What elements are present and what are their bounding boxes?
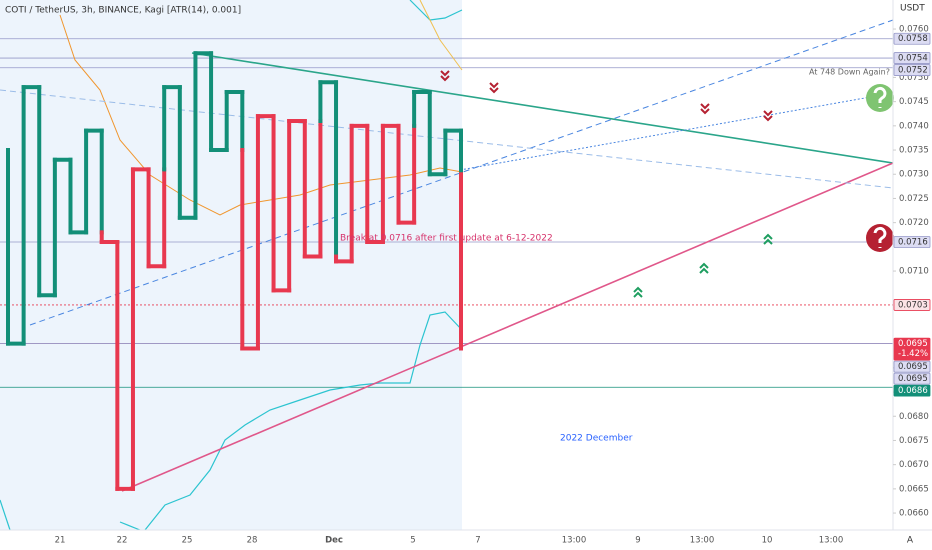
- price-label-box: [893, 32, 931, 45]
- y-tick-label: 0.0665: [899, 484, 929, 494]
- x-tick-label: 5: [410, 536, 415, 546]
- y-tick-label: 0.0660: [899, 509, 929, 519]
- price-label: 0.0695: [898, 362, 928, 372]
- x-tick-label: 13:00: [690, 536, 715, 546]
- x-tick-label: 9: [635, 536, 640, 546]
- x-tick-label: 22: [117, 536, 128, 546]
- y-tick-label: 0.0745: [899, 97, 929, 107]
- x-tick-label: 25: [182, 536, 193, 546]
- y-tick-label: 0.0720: [899, 218, 929, 228]
- x-tick-label: 13:00: [562, 536, 587, 546]
- x-tick-label: 13:00: [819, 536, 844, 546]
- kagi-series: [6, 51, 463, 491]
- y-tick-label: 0.0735: [899, 146, 929, 156]
- price-label-box: [893, 384, 931, 397]
- annotation: 2022 December: [560, 434, 633, 444]
- price-label-box: [893, 337, 931, 361]
- price-label: 0.0752: [898, 66, 928, 76]
- annotation: At 748 Down Again?: [809, 68, 890, 77]
- arrows: [440, 70, 773, 298]
- price-label-box: [893, 52, 931, 64]
- price-label-box: [893, 372, 931, 385]
- price-label-box: [893, 299, 931, 311]
- price-label: 0.0695: [898, 339, 928, 349]
- arrow-down: [763, 110, 773, 122]
- channel-dotted: [459, 92, 894, 171]
- band-lower: [0, 499, 11, 531]
- price-label-box: [893, 360, 931, 373]
- y-tick-label: 0.0675: [899, 436, 929, 446]
- axis-unit: USDT: [900, 4, 925, 14]
- band-mid: [419, 0, 463, 71]
- x-tick-label: 28: [247, 536, 258, 546]
- trendline-up: [121, 162, 894, 492]
- y-tick-label: 0.0725: [899, 194, 929, 204]
- arrow-down: [440, 70, 450, 82]
- y-tick-label: 0.0750: [899, 73, 929, 83]
- band-lower: [144, 311, 463, 531]
- x-tick-label: Dec: [325, 536, 343, 546]
- x-tick-label: 21: [55, 536, 66, 546]
- y-tick-label: 0.0680: [899, 412, 929, 422]
- price-label: 0.0703: [898, 300, 928, 310]
- trendline-down: [191, 52, 894, 164]
- icon-glyph: [873, 226, 887, 248]
- arrow-up: [633, 286, 643, 298]
- y-tick-label: 0.0760: [899, 25, 929, 35]
- price-change: -1.42%: [898, 349, 928, 359]
- x-tick-label: 7: [475, 536, 480, 546]
- channel-dashed: [29, 19, 894, 326]
- arrow-up: [763, 233, 773, 245]
- arrow-down: [489, 82, 499, 94]
- price-label: 0.0695: [898, 374, 928, 384]
- price-label: 0.0758: [898, 34, 928, 44]
- question-icons: [866, 84, 894, 252]
- price-label: 0.0754: [898, 54, 928, 64]
- band-lower: [119, 521, 141, 531]
- price-label: 0.0686: [898, 386, 928, 396]
- price-label: 0.0716: [898, 238, 928, 248]
- annotation: Break at 0.0716 after first update at 6-…: [340, 234, 553, 244]
- x-tick-label: 10: [762, 536, 773, 546]
- y-tick-label: 0.0670: [899, 460, 929, 470]
- y-tick-label: 0.0710: [899, 267, 929, 277]
- y-tick-label: 0.0740: [899, 121, 929, 131]
- scale-button[interactable]: A: [907, 536, 914, 546]
- band-shade: [0, 0, 462, 530]
- arrow-up: [699, 262, 709, 274]
- arrow-down: [700, 103, 710, 115]
- price-label-box: [893, 236, 931, 248]
- icon-glyph: [873, 86, 887, 108]
- price-label-box: [893, 64, 931, 76]
- y-tick-label: 0.0730: [899, 170, 929, 180]
- chart-title: COTI / TetherUS, 3h, BINANCE, Kagi [ATR(…: [5, 6, 241, 16]
